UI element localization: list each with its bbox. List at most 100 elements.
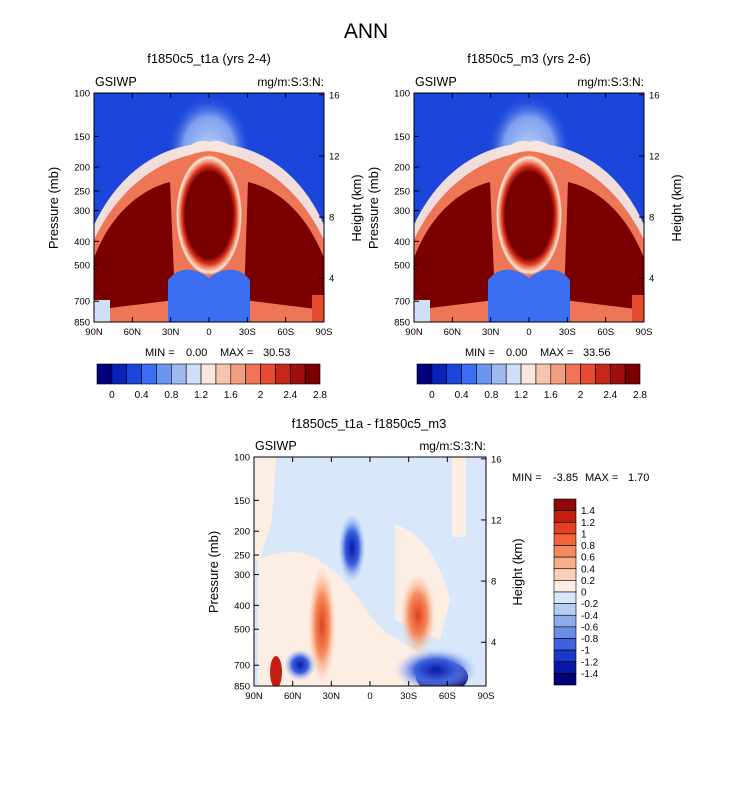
y2-axis-title: Height (km)	[510, 538, 525, 605]
colorbar-label: 2.8	[633, 390, 647, 401]
y-tick-label: 200	[74, 163, 90, 174]
stat-min-value: 0.00	[506, 347, 527, 359]
field-neg-core	[284, 649, 316, 681]
stat-max-value: 33.56	[583, 347, 611, 359]
colorbar-label: 0.8	[484, 390, 498, 401]
colorbar-label: 0	[429, 390, 435, 401]
stat-max-label: MAX =	[585, 472, 618, 484]
left-label: GSIWP	[95, 75, 137, 89]
x-tick-label: 0	[367, 691, 372, 702]
x-tick-label: 0	[526, 327, 531, 338]
stat-max-value: 1.70	[628, 472, 649, 484]
panel-2-ticks: 90N 60N 30N 0 30S 60S 90S 100 150 200 250 300 400 500…	[394, 89, 659, 339]
y-tick-label: 850	[234, 682, 250, 693]
y-tick-label: 300	[394, 206, 410, 217]
colorbar-swatch	[553, 498, 577, 511]
colorbar-swatch	[550, 363, 566, 385]
colorbar-label: -1.4	[581, 669, 599, 680]
field-pos-core	[400, 573, 436, 657]
units-label: mg/m:S:3:N:	[257, 75, 324, 89]
field-right-core	[244, 182, 324, 310]
colorbar-swatch	[553, 614, 577, 628]
y-tick-label: 100	[394, 89, 410, 100]
colorbar-swatch	[595, 363, 611, 385]
colorbar-swatch	[553, 638, 577, 651]
colorbar-label: -1.2	[581, 657, 599, 668]
x-tick-label: 30N	[162, 327, 180, 338]
colorbar-swatch	[230, 363, 246, 385]
field-tropical-low	[488, 269, 570, 322]
colorbar-label: 1.2	[514, 390, 528, 401]
y-tick-label: 250	[234, 551, 250, 562]
colorbar-label: 0.8	[581, 541, 595, 552]
panel-title: f1850c5_t1a - f1850c5_m3	[292, 416, 447, 431]
stat-max-label: MAX =	[220, 347, 253, 359]
y2-tick-label: 4	[649, 274, 654, 285]
stat-min-value: 0.00	[186, 347, 207, 359]
x-tick-label: 90N	[405, 327, 423, 338]
y-tick-label: 150	[74, 132, 90, 143]
colorbar-swatch	[200, 363, 217, 385]
colorbar: 1.41.210.80.60.40.20-0.2-0.4-0.6-0.8-1-1…	[553, 498, 599, 686]
left-label: GSIWP	[415, 75, 457, 89]
y-tick-label: 850	[394, 318, 410, 329]
stat-min-label: MIN =	[512, 472, 542, 484]
colorbar-label: 0.4	[135, 390, 149, 401]
colorbar-swatch	[609, 363, 626, 385]
y-tick-label: 400	[74, 237, 90, 248]
field-pos-core	[308, 565, 336, 685]
stat-max-label: MAX =	[540, 347, 573, 359]
field-neg-core	[338, 513, 366, 583]
x-tick-label: 60N	[124, 327, 142, 338]
y-tick-label: 700	[234, 661, 250, 672]
x-tick-label: 0	[206, 327, 211, 338]
colorbar-label: 1.2	[194, 390, 208, 401]
stat-min-label: MIN =	[465, 347, 495, 359]
field-left-edge	[94, 300, 110, 322]
y-tick-label: 500	[394, 261, 410, 272]
colorbar-label: 2	[578, 390, 584, 401]
y-tick-label: 850	[74, 318, 90, 329]
colorbar-label: 0.4	[581, 564, 595, 575]
colorbar-swatch	[553, 545, 577, 558]
y-tick-label: 700	[394, 297, 410, 308]
colorbar-swatch	[215, 363, 232, 385]
stats: MIN = 0.00 MAX = 30.53	[145, 347, 291, 359]
colorbar-swatch	[111, 363, 128, 385]
x-tick-label: 90S	[316, 327, 333, 338]
colorbar-swatch	[171, 363, 187, 385]
colorbar-label: -0.8	[581, 634, 599, 645]
field-pos-core	[270, 656, 282, 686]
y2-tick-label: 12	[329, 151, 340, 162]
colorbar-swatch	[553, 556, 577, 570]
y-tick-label: 100	[74, 89, 90, 100]
y-tick-label: 100	[234, 453, 250, 464]
colorbar-label: 1.2	[581, 518, 595, 529]
y-tick-label: 500	[234, 625, 250, 636]
main-title: ANN	[344, 20, 388, 43]
units-label: mg/m:S:3:N:	[419, 439, 486, 453]
colorbar-label: 2	[258, 390, 264, 401]
colorbar-swatch	[245, 363, 261, 385]
colorbar-swatch	[535, 363, 552, 385]
y2-tick-label: 8	[329, 213, 334, 224]
colorbar-swatch	[416, 363, 433, 385]
colorbar-label: 0.2	[581, 576, 595, 587]
field-left-core	[414, 182, 495, 310]
panel-3: f1850c5_t1a - f1850c5_m3 GSIWP mg/m:S:3:…	[206, 416, 649, 702]
field-neg-halo	[394, 648, 478, 686]
stat-max-value: 30.53	[263, 347, 291, 359]
y-tick-label: 150	[234, 496, 250, 507]
y2-tick-label: 8	[649, 213, 654, 224]
colorbar-swatch	[553, 533, 577, 546]
colorbar-label: 1	[581, 529, 587, 540]
colorbar-label: 0	[581, 588, 587, 599]
y2-axis-title: Height (km)	[669, 174, 684, 241]
x-tick-label: 90S	[636, 327, 653, 338]
colorbar-label: -0.4	[581, 611, 599, 622]
x-tick-label: 30N	[323, 691, 341, 702]
stat-min-label: MIN =	[145, 347, 175, 359]
panel-title: f1850c5_t1a (yrs 2-4)	[147, 51, 271, 66]
y-tick-label: 400	[394, 237, 410, 248]
y-tick-label: 250	[394, 187, 410, 198]
